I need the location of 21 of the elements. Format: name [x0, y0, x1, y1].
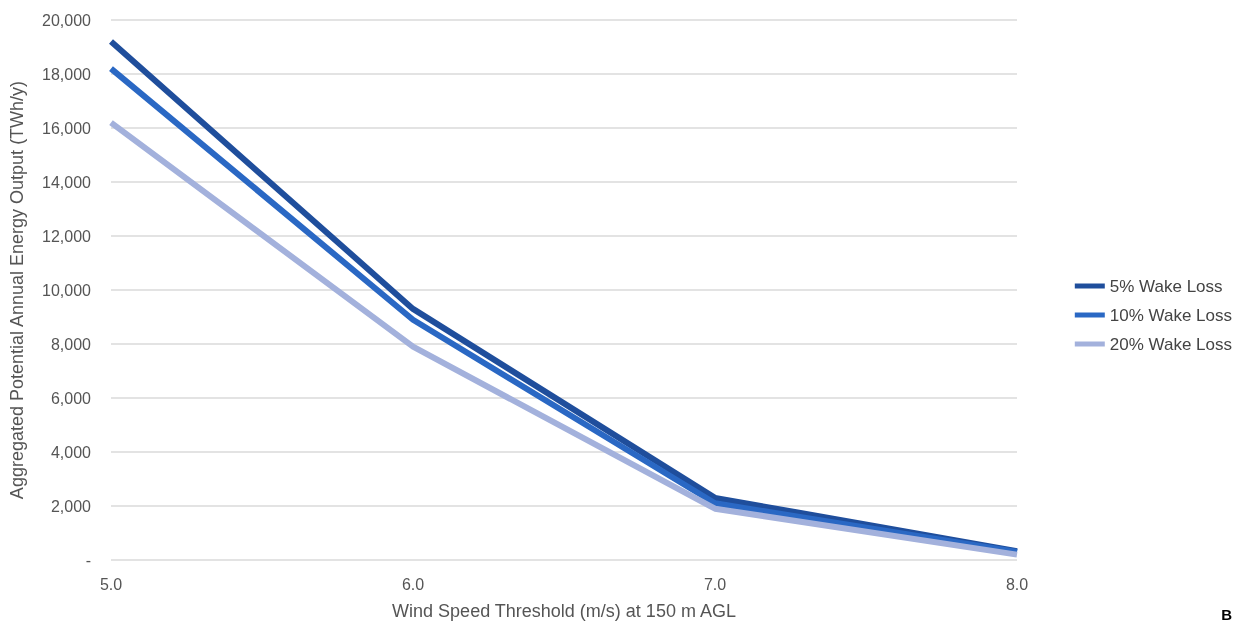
y-tick-label: 20,000 [42, 11, 92, 29]
text: B [1221, 606, 1233, 623]
legend-label: 20% Wake Loss [1109, 334, 1233, 354]
y-tick-label: - [85, 551, 91, 569]
y-axis-title: Aggregated Potential Annual Energy Output (TWh/y) [7, 80, 27, 500]
y-tick-label: 12,000 [42, 227, 92, 245]
x-tick-label: 5.0 [99, 575, 123, 593]
x-tick-label: 6.0 [401, 575, 425, 593]
y-tick-label: 18,000 [42, 65, 92, 83]
x-axis-title: Wind Speed Threshold (m/s) at 150 m AGL [392, 601, 736, 621]
y-tick-label: 8,000 [50, 335, 92, 353]
y-tick-label: 4,000 [50, 443, 92, 461]
y-tick-label: 16,000 [42, 119, 92, 137]
y-tick-label: 6,000 [50, 389, 92, 407]
y-tick-label: 14,000 [42, 173, 92, 191]
y-tick-label: 2,000 [50, 497, 92, 515]
legend-label: 10% Wake Loss [1109, 305, 1233, 325]
x-tick-label: 7.0 [703, 575, 727, 593]
legend-label: 5% Wake Loss [1109, 276, 1223, 296]
x-tick-label: 8.0 [1005, 575, 1029, 593]
y-tick-label: 10,000 [42, 281, 92, 299]
